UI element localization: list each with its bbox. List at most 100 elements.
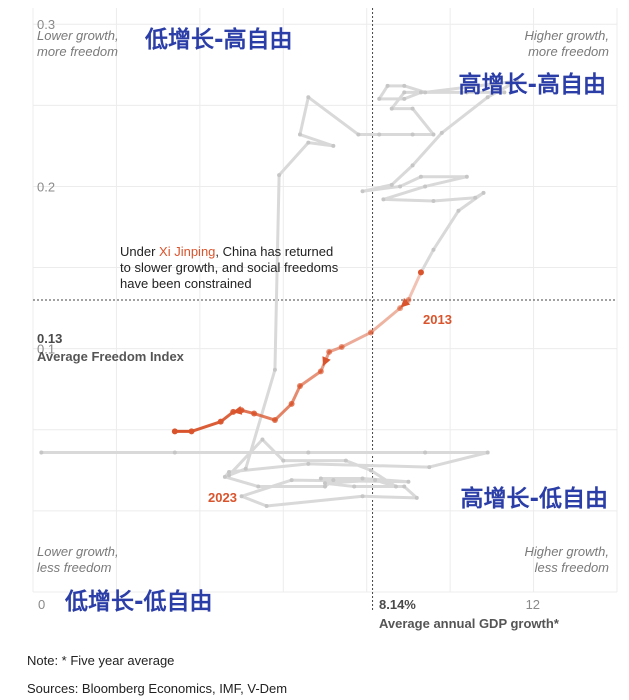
history-point <box>410 106 415 111</box>
history-point <box>360 494 365 499</box>
history-point <box>356 132 361 137</box>
xi-era-segment <box>340 330 373 349</box>
history-point <box>389 106 394 111</box>
history-point <box>256 484 261 489</box>
xi-era-point <box>251 410 258 417</box>
xi-era-point <box>317 368 324 375</box>
history-point <box>323 481 327 486</box>
history-point <box>289 478 294 483</box>
history-point <box>410 163 415 168</box>
history-point <box>318 476 323 481</box>
history-point <box>514 79 519 83</box>
history-point <box>485 95 490 100</box>
x-axis-label: Average annual GDP growth* <box>379 616 560 631</box>
history-point <box>306 95 311 100</box>
direction-arrow <box>232 405 243 415</box>
xi-era-point <box>296 382 303 389</box>
history-point <box>343 458 348 463</box>
history-point <box>439 130 444 135</box>
history-point <box>360 189 365 194</box>
annotation-prefix: Under <box>120 244 159 259</box>
annotation-line2: to slower growth, and social freedoms <box>120 260 339 275</box>
xi-era-segment <box>252 412 277 422</box>
xi-era-segment <box>369 306 402 334</box>
xi-era-point <box>288 400 295 407</box>
history-point <box>464 90 469 95</box>
quadrant-top-left-label-line2: more freedom <box>37 44 118 59</box>
xi-era-point <box>217 418 224 425</box>
history-point <box>373 478 378 483</box>
x-tick-label: 12 <box>526 597 540 612</box>
quadrant-bottom-right-zh: 高增长-低自由 <box>460 485 608 512</box>
history-point <box>281 458 286 463</box>
quadrant-bottom-right-label-line2: less freedom <box>535 560 610 575</box>
quadrant-top-left-label-line1: Lower growth, <box>37 28 119 43</box>
y-reference-value: 0.13 <box>37 331 62 346</box>
history-point <box>377 96 382 101</box>
history-point <box>502 90 507 95</box>
annotation-line1: Under Xi Jinping, China has returned <box>120 244 333 259</box>
xi-era-series <box>171 269 424 435</box>
annotation-line3: have been constrained <box>120 276 252 291</box>
history-point <box>423 450 428 455</box>
history-point <box>377 132 382 137</box>
xi-era-point <box>326 348 333 355</box>
xi-era-point <box>367 329 374 336</box>
history-point <box>227 473 232 478</box>
quadrant-bottom-right-label-line1: Higher growth, <box>524 544 609 559</box>
history-point <box>398 184 403 189</box>
history-point <box>423 90 428 95</box>
direction-arrow <box>400 298 411 308</box>
history-point <box>360 476 365 481</box>
history-point <box>402 96 407 101</box>
sources: Sources: Bloomberg Economics, IMF, V-Dem <box>27 681 288 696</box>
history-point <box>402 484 407 489</box>
history-point <box>485 450 490 455</box>
history-point <box>431 199 436 204</box>
y-tick-label: 0.2 <box>37 179 55 194</box>
reference-lines <box>33 8 617 612</box>
y-tick-label: 0.3 <box>37 17 55 32</box>
history-point <box>368 468 373 473</box>
chart: 0.3 0.2 0.1 0 12 0.13 Average Freedom In… <box>32 8 618 631</box>
history-point <box>402 83 407 88</box>
footnote: Note: * Five year average <box>27 653 175 668</box>
annotation-highlight: Xi Jinping <box>159 244 215 259</box>
history-point <box>306 450 311 455</box>
start-year-label: 2013 <box>423 312 452 327</box>
history-point <box>431 132 436 137</box>
history-point <box>243 466 248 471</box>
xi-era-point <box>171 428 178 435</box>
history-point <box>239 494 244 499</box>
history-point <box>297 132 302 137</box>
xi-era-segment <box>273 402 294 422</box>
history-point <box>456 208 461 213</box>
history-point <box>260 437 265 442</box>
xi-era-point <box>417 269 424 276</box>
history-point <box>222 474 227 479</box>
history-point <box>431 247 436 252</box>
history-series <box>39 79 519 509</box>
history-point <box>227 469 232 474</box>
x-tick-label: 0 <box>38 597 45 612</box>
history-point <box>306 140 311 145</box>
history-point <box>406 479 411 484</box>
quadrant-top-left-zh: 低增长-高自由 <box>144 26 293 53</box>
quadrant-bottom-left-label-line1: Lower growth, <box>37 544 119 559</box>
history-point <box>381 197 386 202</box>
direction-arrow <box>322 356 331 367</box>
history-point <box>264 504 269 509</box>
history-point <box>331 478 336 483</box>
history-point <box>418 90 423 95</box>
annotation-after-highlight: , China has returned <box>215 244 333 259</box>
history-point <box>306 461 311 466</box>
history-point <box>385 83 390 88</box>
history-point <box>481 190 486 195</box>
history-line <box>39 79 519 508</box>
history-point <box>389 182 394 187</box>
history-point <box>352 484 357 489</box>
history-point <box>172 450 177 455</box>
history-point <box>464 174 469 179</box>
history-point <box>39 450 44 455</box>
x-reference-value: 8.14% <box>379 597 416 612</box>
